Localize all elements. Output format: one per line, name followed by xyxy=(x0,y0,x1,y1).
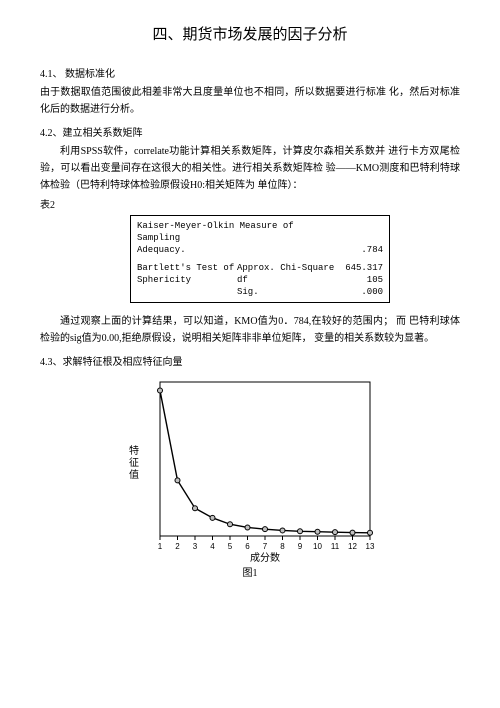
kmo-r4c3: 105 xyxy=(337,274,383,286)
sec41-heading: 4.1、 数据标准化 xyxy=(40,67,460,82)
svg-text:特: 特 xyxy=(129,445,139,457)
sec42-p1: 利用SPSS软件，correlate功能计算相关系数矩阵，计算皮尔森相关系数并 … xyxy=(40,143,460,194)
kmo-r5c3: .000 xyxy=(337,286,383,298)
svg-text:7: 7 xyxy=(263,542,268,551)
svg-text:成分数: 成分数 xyxy=(250,551,280,564)
svg-text:2: 2 xyxy=(175,542,180,551)
sec41-p1: 由于数据取值范围彼此相差非常大且度量单位也不相同，所以数据要进行标准 化，然后对… xyxy=(40,84,460,118)
svg-text:4: 4 xyxy=(210,542,215,551)
svg-text:8: 8 xyxy=(280,542,285,551)
kmo-r4c1: Sphericity xyxy=(137,274,237,286)
sec43-heading: 4.3、求解特征根及相应特征向量 xyxy=(40,355,460,370)
svg-text:1: 1 xyxy=(158,542,163,551)
table2-label: 表2 xyxy=(40,198,460,213)
svg-text:12: 12 xyxy=(348,542,357,551)
kmo-r5c2: Sig. xyxy=(237,286,337,298)
kmo-r2c3: .784 xyxy=(337,244,383,256)
sec42-p2: 通过观察上面的计算结果，可以知道，KMO值为0．784,在较好的范围内； 而 巴… xyxy=(40,313,460,347)
kmo-r1c1: Kaiser-Meyer-Olkin Measure of Sampling xyxy=(137,220,337,244)
kmo-r3c2: Approx. Chi-Square xyxy=(237,262,337,274)
svg-text:值: 值 xyxy=(129,468,139,481)
svg-text:10: 10 xyxy=(313,542,322,551)
scree-plot: 12345678910111213成分数特征值 xyxy=(100,374,400,564)
page-title: 四、期货市场发展的因子分析 xyxy=(40,24,460,47)
figure1-label: 图1 xyxy=(40,566,460,581)
svg-text:11: 11 xyxy=(331,542,340,551)
kmo-r3c1: Bartlett's Test of xyxy=(137,262,237,274)
sec42-heading: 4.2、建立相关系数矩阵 xyxy=(40,126,460,141)
svg-text:9: 9 xyxy=(298,542,303,551)
kmo-r5c1 xyxy=(137,286,237,298)
kmo-r1c3 xyxy=(337,220,383,244)
kmo-r3c3: 645.317 xyxy=(337,262,383,274)
svg-text:3: 3 xyxy=(193,542,198,551)
kmo-table: Kaiser-Meyer-Olkin Measure of Sampling A… xyxy=(130,215,390,304)
svg-text:征: 征 xyxy=(129,457,139,469)
scree-svg: 12345678910111213成分数特征值 xyxy=(120,374,380,564)
svg-text:6: 6 xyxy=(245,542,250,551)
kmo-r2c1: Adequacy. xyxy=(137,244,337,256)
svg-text:5: 5 xyxy=(228,542,233,551)
svg-text:13: 13 xyxy=(366,542,375,551)
kmo-r4c2: df xyxy=(237,274,337,286)
